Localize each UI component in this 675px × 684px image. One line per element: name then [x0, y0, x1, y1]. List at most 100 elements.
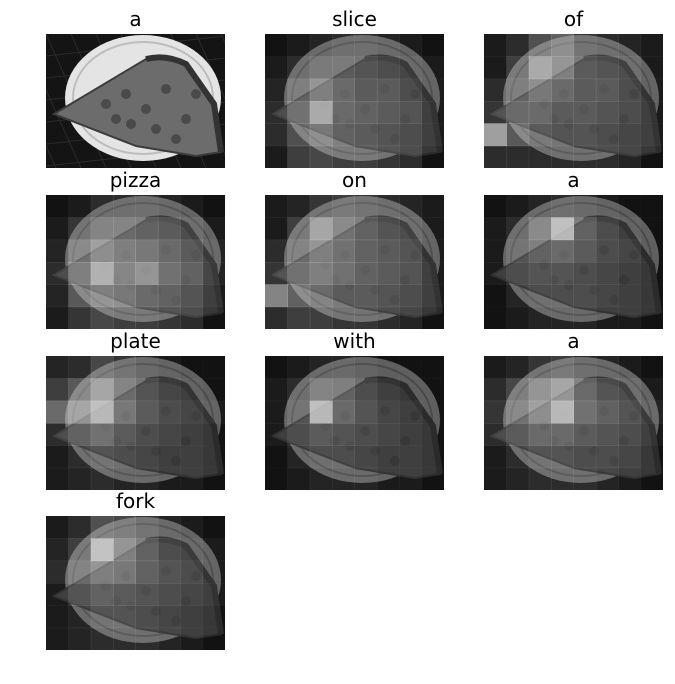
attention-cell: [202, 400, 225, 424]
attention-cell: [551, 306, 574, 329]
attention-cell: [180, 356, 204, 379]
attention-cell: [528, 445, 552, 469]
attention-cell: [113, 627, 136, 650]
attention-cell: [506, 123, 530, 147]
attention-cell: [265, 356, 288, 379]
attention-cell: [551, 145, 574, 168]
attention-cell: [399, 356, 423, 379]
attention-cell: [46, 423, 69, 446]
attention-cell: [595, 356, 619, 379]
attention-cell: [376, 284, 400, 308]
attention-overlay: [46, 195, 225, 329]
attention-cell: [68, 467, 92, 490]
attention-cell: [573, 467, 597, 490]
attention-cell: [618, 145, 642, 168]
attention-cell: [640, 78, 663, 102]
attention-cell: [332, 34, 355, 57]
attention-cell: [551, 217, 574, 241]
attention-cell: [595, 306, 619, 329]
attention-cell: [135, 467, 159, 490]
attention-cell: [484, 145, 507, 168]
attention-cell: [354, 78, 378, 102]
attention-cell: [399, 400, 423, 424]
attention-cell: [202, 423, 225, 446]
attention-cell: [595, 78, 619, 102]
attention-cell: [421, 423, 444, 446]
attention-cell: [421, 306, 444, 329]
attention-cell: [90, 400, 114, 424]
attention-cell: [309, 306, 333, 329]
attention-cell: [484, 423, 507, 446]
attention-cell: [506, 423, 530, 446]
attention-cell: [309, 467, 333, 490]
attention-cell: [376, 445, 400, 469]
attention-cell: [90, 262, 114, 285]
attention-cell: [421, 262, 444, 285]
attention-cell: [595, 101, 619, 124]
attention-cell: [90, 195, 114, 218]
attention-cell: [90, 560, 114, 584]
panel-title: on: [342, 168, 367, 192]
attention-cell: [640, 378, 663, 402]
attention-cell: [376, 101, 400, 124]
attention-cell: [484, 284, 507, 308]
attention-cell: [265, 467, 288, 490]
attention-cell: [90, 445, 114, 469]
attention-cell: [90, 284, 114, 308]
attention-cell: [202, 583, 225, 606]
attention-cell: [618, 78, 642, 102]
attention-cell: [421, 145, 444, 168]
attention-cell: [157, 195, 181, 218]
attention-cell: [202, 445, 225, 469]
attention-cell: [135, 195, 159, 218]
attention-cell: [265, 262, 288, 285]
attention-cell: [90, 516, 114, 539]
attention-cell: [528, 56, 552, 80]
attention-cell: [287, 217, 311, 241]
attention-cell: [157, 378, 181, 402]
attention-cell: [399, 195, 423, 218]
attention-cell: [180, 262, 204, 285]
attention-cell: [90, 538, 114, 562]
attention-cell: [640, 445, 663, 469]
attention-cell: [287, 56, 311, 80]
attention-cell: [506, 378, 530, 402]
attention-cell: [309, 101, 333, 124]
attention-cell: [506, 400, 530, 424]
attention-cell: [90, 239, 114, 263]
attention-cell: [113, 467, 136, 490]
attention-cell: [287, 78, 311, 102]
attention-cell: [399, 145, 423, 168]
attention-cell: [595, 467, 619, 490]
attention-cell: [484, 123, 507, 147]
attention-cell: [528, 400, 552, 424]
attention-cell: [551, 400, 574, 424]
attention-map-panel: [265, 356, 444, 490]
attention-cell: [180, 627, 204, 650]
attention-cell: [399, 467, 423, 490]
attention-cell: [640, 145, 663, 168]
attention-cell: [287, 123, 311, 147]
attention-cell: [421, 101, 444, 124]
attention-cell: [202, 284, 225, 308]
attention-cell: [202, 306, 225, 329]
attention-cell: [551, 101, 574, 124]
attention-cell: [421, 378, 444, 402]
attention-cell: [332, 284, 355, 308]
attention-cell: [135, 378, 159, 402]
attention-cell: [287, 423, 311, 446]
attention-cell: [287, 34, 311, 57]
attention-cell: [573, 34, 597, 57]
attention-cell: [399, 284, 423, 308]
attention-cell: [573, 56, 597, 80]
attention-cell: [68, 445, 92, 469]
attention-cell: [68, 516, 92, 539]
attention-cell: [332, 378, 355, 402]
attention-cell: [287, 195, 311, 218]
attention-map-panel: [265, 195, 444, 329]
attention-cell: [506, 195, 530, 218]
attention-cell: [399, 34, 423, 57]
attention-cell: [528, 467, 552, 490]
attention-cell: [506, 262, 530, 285]
attention-cell: [528, 217, 552, 241]
